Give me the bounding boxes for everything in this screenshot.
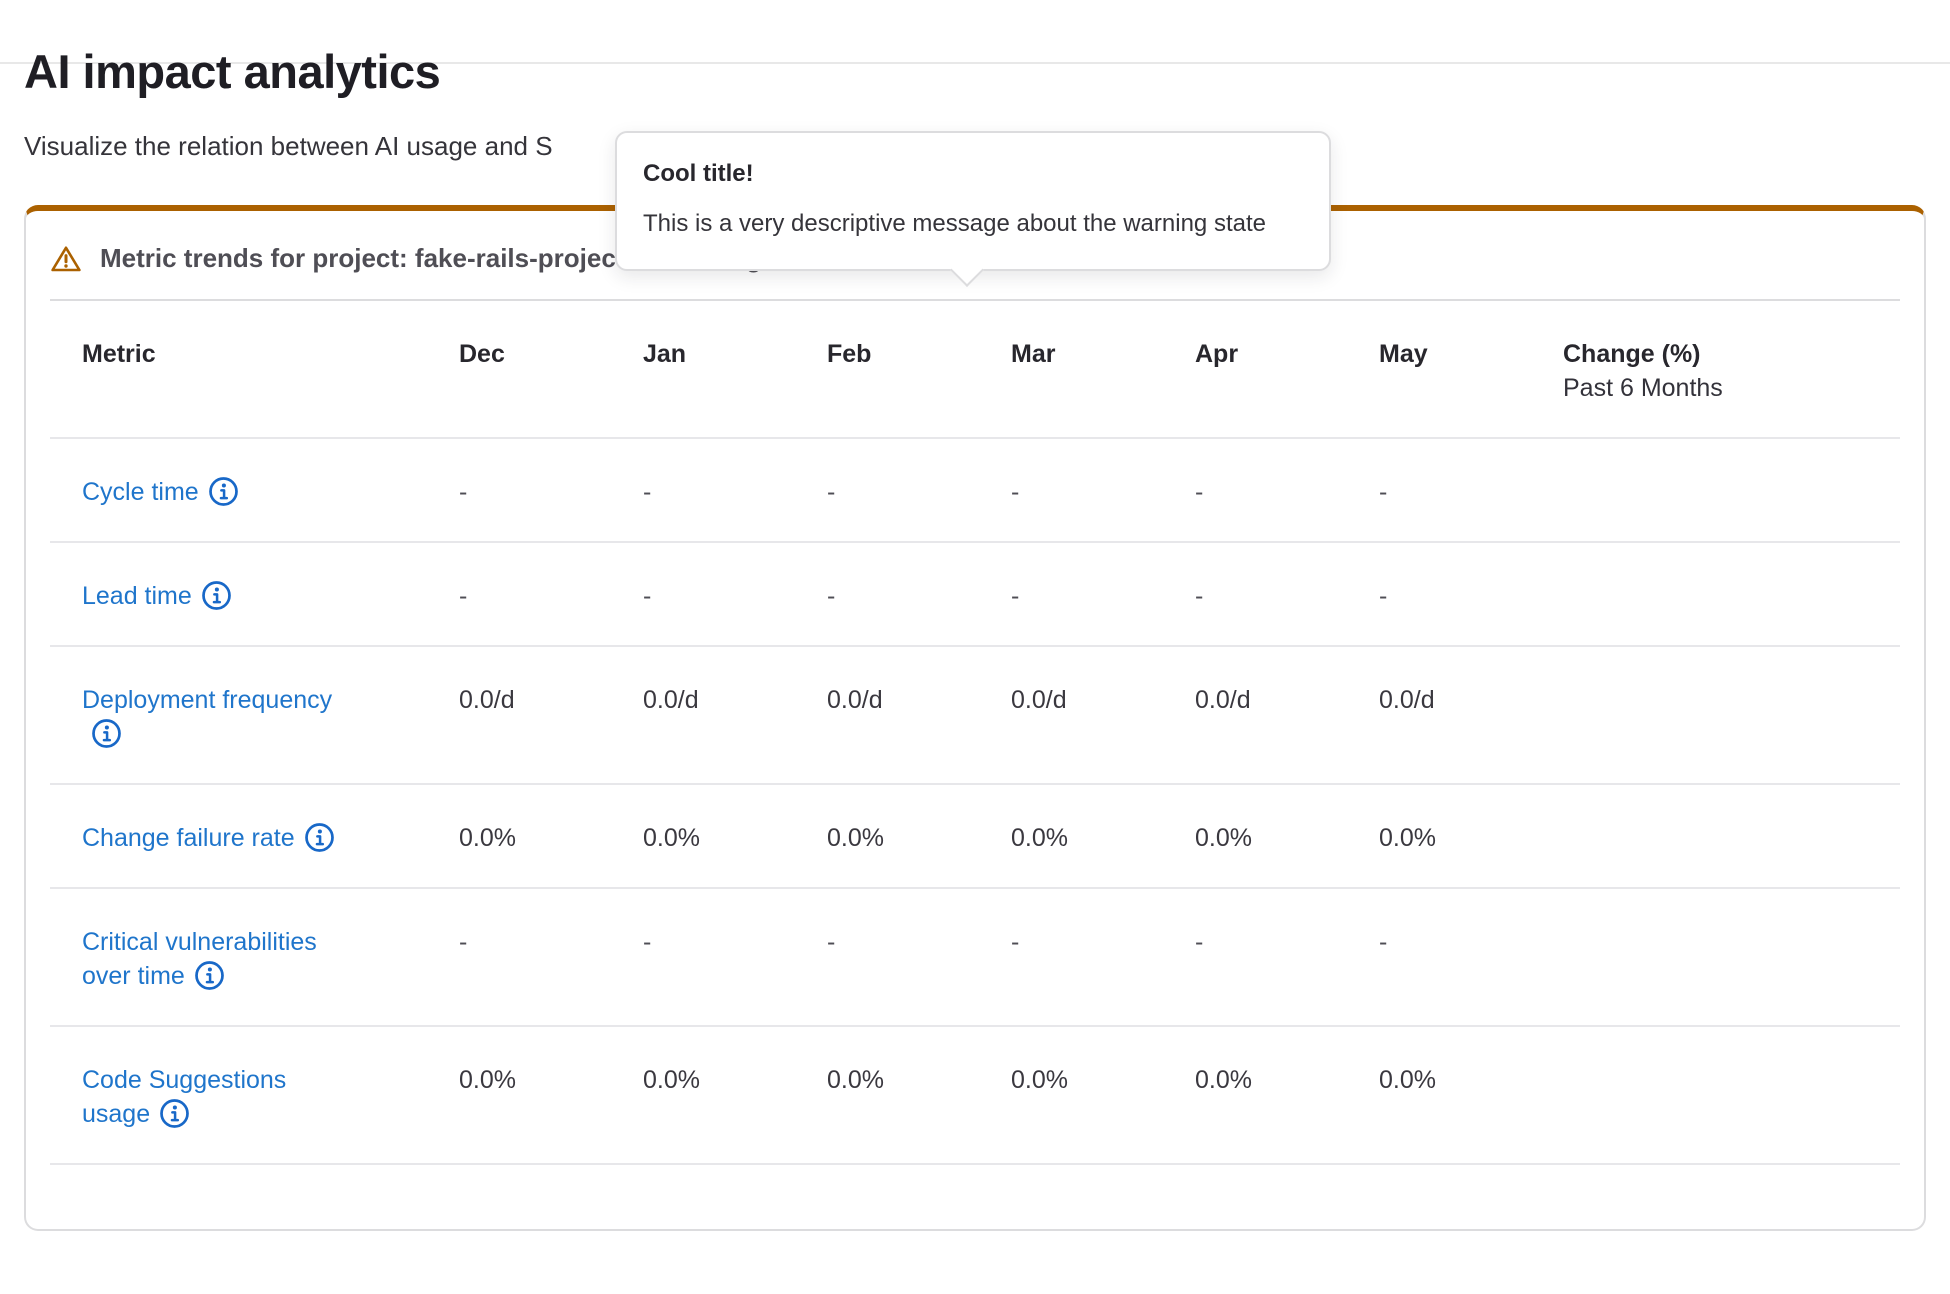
info-icon[interactable] [194, 960, 225, 991]
cell-value: - [1163, 541, 1347, 647]
cell-value: 0.0% [795, 783, 979, 889]
col-header-apr: Apr [1163, 299, 1347, 439]
metric-label: Lead time [82, 581, 192, 610]
cell-change [1531, 645, 1900, 785]
cell-value: 0.0/d [979, 645, 1163, 785]
col-header-may: May [1347, 299, 1531, 439]
tooltip-message: This is a very descriptive message about… [643, 210, 1266, 237]
page-title: AI impact analytics [24, 45, 441, 98]
info-icon[interactable] [208, 476, 239, 507]
metric-link-deployment-frequency[interactable]: Deployment frequency [82, 683, 358, 751]
table-row-cycle-time: Cycle time - - - - - - [50, 437, 1900, 543]
cell-value: - [611, 541, 795, 647]
page-top-divider [0, 62, 1950, 64]
cell-value: 0.0/d [1347, 645, 1531, 785]
col-header-feb: Feb [795, 299, 979, 439]
cell-value: - [427, 541, 611, 647]
cell-value: - [611, 437, 795, 543]
cell-value: 0.0% [1347, 1025, 1531, 1165]
cell-value: 0.0% [611, 1025, 795, 1165]
cell-value: 0.0% [979, 1025, 1163, 1165]
ai-impact-analytics-page: AI impact analytics Visualize the relati… [0, 44, 1950, 1231]
table-header-row: Metric Dec Jan Feb Mar Apr May Change (%… [50, 299, 1900, 439]
col-header-jan: Jan [611, 299, 795, 439]
cell-value: - [1347, 887, 1531, 1027]
cell-value: 0.0/d [427, 645, 611, 785]
metric-link-lead-time[interactable]: Lead time [82, 579, 232, 613]
metric-label: Change failure rate [82, 823, 295, 852]
metric-label: Cycle time [82, 477, 199, 506]
cell-value: 0.0% [427, 1025, 611, 1165]
col-header-change: Change (%) Past 6 Months [1531, 299, 1900, 439]
table-row-lead-time: Lead time - - - - - - [50, 541, 1900, 647]
info-icon[interactable] [304, 822, 335, 853]
metrics-table: Metric Dec Jan Feb Mar Apr May Change (%… [50, 298, 1900, 1165]
cell-value: 0.0% [1347, 783, 1531, 889]
metric-link-cycle-time[interactable]: Cycle time [82, 475, 239, 509]
cell-change [1531, 437, 1900, 543]
cell-value: - [1163, 437, 1347, 543]
cell-value: - [1163, 887, 1347, 1027]
tooltip-title: Cool title! [643, 160, 754, 187]
cell-value: 0.0% [1163, 783, 1347, 889]
cell-change [1531, 1025, 1900, 1165]
cell-value: - [979, 887, 1163, 1027]
cell-value: 0.0/d [1163, 645, 1347, 785]
metric-label: Critical vulnerabilities over time [82, 927, 317, 990]
cell-value: 0.0% [1163, 1025, 1347, 1165]
warning-tooltip: Cool title! This is a very descriptive m… [615, 131, 1331, 287]
metric-link-critical-vulnerabilities[interactable]: Critical vulnerabilities over time [82, 925, 358, 993]
table-row-change-failure-rate: Change failure rate 0.0% 0.0% 0.0% 0.0% … [50, 783, 1900, 889]
cell-value: - [427, 887, 611, 1027]
cell-value: - [795, 541, 979, 647]
cell-change [1531, 541, 1900, 647]
col-header-change-title: Change (%) [1563, 339, 1701, 368]
info-icon[interactable] [159, 1098, 190, 1129]
cell-value: - [795, 887, 979, 1027]
cell-value: 0.0% [611, 783, 795, 889]
cell-value: - [611, 887, 795, 1027]
cell-value: 0.0% [979, 783, 1163, 889]
cell-value: - [427, 437, 611, 543]
table-row-code-suggestions-usage: Code Suggestions usage 0.0% 0.0% 0.0% 0.… [50, 1025, 1900, 1165]
cell-value: - [979, 541, 1163, 647]
info-icon[interactable] [91, 718, 122, 749]
metric-label: Code Suggestions usage [82, 1065, 287, 1128]
cell-value: - [795, 437, 979, 543]
cell-change [1531, 887, 1900, 1027]
cell-value: - [1347, 541, 1531, 647]
cell-value: 0.0% [795, 1025, 979, 1165]
cell-value: 0.0/d [795, 645, 979, 785]
metric-link-change-failure-rate[interactable]: Change failure rate [82, 821, 335, 855]
cell-change [1531, 783, 1900, 889]
cell-value: - [1347, 437, 1531, 543]
warning-triangle-icon [50, 243, 82, 275]
metric-link-code-suggestions-usage[interactable]: Code Suggestions usage [82, 1063, 358, 1131]
cell-value: 0.0/d [611, 645, 795, 785]
table-row-critical-vulnerabilities: Critical vulnerabilities over time - - -… [50, 887, 1900, 1027]
info-icon[interactable] [201, 580, 232, 611]
col-header-mar: Mar [979, 299, 1163, 439]
col-header-dec: Dec [427, 299, 611, 439]
metric-label: Deployment frequency [82, 685, 333, 714]
col-header-metric: Metric [50, 299, 427, 439]
col-header-change-subtitle: Past 6 Months [1563, 373, 1723, 402]
cell-value: 0.0% [427, 783, 611, 889]
metric-trends-card: Metric trends for project: fake-rails-pr… [24, 204, 1926, 1231]
page-subtitle: Visualize the relation between AI usage … [24, 131, 553, 162]
table-row-deployment-frequency: Deployment frequency 0.0/d 0.0/d 0.0/d 0… [50, 645, 1900, 785]
cell-value: - [979, 437, 1163, 543]
